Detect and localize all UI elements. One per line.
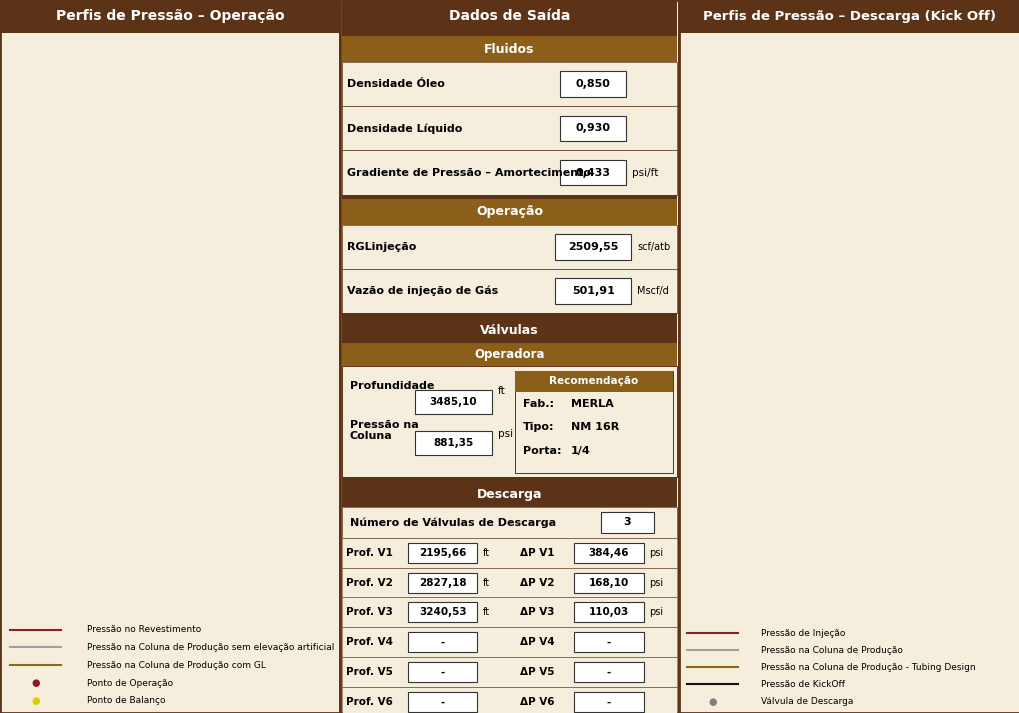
Text: -: - bbox=[606, 667, 610, 677]
Text: psi: psi bbox=[497, 429, 513, 438]
Text: Fluidos: Fluidos bbox=[484, 43, 534, 56]
Text: 3485,10: 3485,10 bbox=[429, 397, 477, 407]
Text: RGLinjeção: RGLinjeção bbox=[346, 242, 416, 252]
Text: ΔP V6: ΔP V6 bbox=[520, 697, 554, 707]
Text: Densidade Óleo: Densidade Óleo bbox=[346, 79, 444, 89]
Text: 384,46: 384,46 bbox=[588, 548, 629, 558]
Text: 501,91: 501,91 bbox=[571, 286, 614, 296]
Text: Gradiente de Pressão – Amortecimento: Gradiente de Pressão – Amortecimento bbox=[346, 168, 590, 178]
Text: Pressão na Coluna de Produção: Pressão na Coluna de Produção bbox=[760, 646, 902, 655]
Text: Recomendação: Recomendação bbox=[549, 376, 638, 386]
Text: 3240,53: 3240,53 bbox=[419, 607, 466, 617]
Text: psi: psi bbox=[648, 607, 662, 617]
Text: Operação: Operação bbox=[476, 205, 542, 218]
Text: ft: ft bbox=[482, 578, 489, 588]
Text: Prof. V4: Prof. V4 bbox=[345, 637, 392, 647]
Text: 0,930: 0,930 bbox=[575, 123, 610, 133]
Text: 0,433: 0,433 bbox=[575, 168, 610, 178]
Text: ΔP V5: ΔP V5 bbox=[520, 667, 554, 677]
Text: Fab.:: Fab.: bbox=[523, 399, 553, 409]
Text: Perfis de Pressão – Descarga (Kick Off): Perfis de Pressão – Descarga (Kick Off) bbox=[702, 10, 996, 23]
X-axis label: Pressão (psi): Pressão (psi) bbox=[145, 4, 212, 14]
Text: ●: ● bbox=[32, 696, 40, 706]
Text: Válvulas: Válvulas bbox=[480, 324, 538, 337]
Text: 2827,18: 2827,18 bbox=[419, 578, 466, 588]
Text: -: - bbox=[440, 667, 444, 677]
Text: -: - bbox=[440, 637, 444, 647]
Text: Número de Válvulas de Descarga: Número de Válvulas de Descarga bbox=[350, 517, 555, 528]
Y-axis label: Profundidade (ft): Profundidade (ft) bbox=[665, 282, 676, 371]
Text: Vazão de injeção de Gás: Vazão de injeção de Gás bbox=[346, 286, 497, 296]
Text: 3: 3 bbox=[623, 517, 631, 528]
Text: NM 16R: NM 16R bbox=[571, 422, 619, 433]
Text: ●: ● bbox=[708, 697, 716, 707]
Text: psi: psi bbox=[648, 578, 662, 588]
Text: Pressão na Coluna de Produção - Tubing Design: Pressão na Coluna de Produção - Tubing D… bbox=[760, 663, 974, 672]
Text: Ponto de Balanço: Ponto de Balanço bbox=[87, 697, 165, 705]
Text: 881,35: 881,35 bbox=[433, 438, 473, 448]
Text: Prof. V1: Prof. V1 bbox=[345, 548, 392, 558]
Text: ΔP V3: ΔP V3 bbox=[520, 607, 554, 617]
Text: 110,03: 110,03 bbox=[588, 607, 629, 617]
Text: 168,10: 168,10 bbox=[588, 578, 629, 588]
Text: Pressão de Injeção: Pressão de Injeção bbox=[760, 629, 845, 637]
Text: ●: ● bbox=[32, 678, 40, 688]
Text: ft: ft bbox=[482, 548, 489, 558]
Text: Descarga: Descarga bbox=[476, 488, 542, 501]
Text: Densidade Líquido: Densidade Líquido bbox=[346, 123, 462, 133]
Text: -: - bbox=[606, 637, 610, 647]
Text: Pressão na Coluna de Produção sem elevação artificial: Pressão na Coluna de Produção sem elevaç… bbox=[87, 643, 334, 652]
Text: Dados de Saída: Dados de Saída bbox=[448, 9, 570, 24]
Text: Prof. V2: Prof. V2 bbox=[345, 578, 392, 588]
Text: -: - bbox=[606, 697, 610, 707]
Text: Pressão no Revestimento: Pressão no Revestimento bbox=[87, 625, 201, 634]
Text: Válvula de Descarga: Válvula de Descarga bbox=[760, 697, 853, 706]
Text: psi: psi bbox=[648, 548, 662, 558]
X-axis label: Pressão (psi): Pressão (psi) bbox=[830, 4, 898, 14]
Text: Pressão na Coluna de Produção com GL: Pressão na Coluna de Produção com GL bbox=[87, 661, 265, 670]
Text: Pressão na
Coluna: Pressão na Coluna bbox=[350, 420, 418, 441]
Text: Mscf/d: Mscf/d bbox=[637, 286, 668, 296]
Text: 1/4: 1/4 bbox=[571, 446, 590, 456]
Text: Prof. V6: Prof. V6 bbox=[345, 697, 392, 707]
Text: 0,850: 0,850 bbox=[575, 79, 610, 89]
Text: Pressão de KickOff: Pressão de KickOff bbox=[760, 680, 844, 689]
Text: Ponto de Operação: Ponto de Operação bbox=[87, 679, 172, 687]
Text: Tipo:: Tipo: bbox=[523, 422, 553, 433]
Text: Porta:: Porta: bbox=[523, 446, 560, 456]
Text: Perfis de Pressão – Operação: Perfis de Pressão – Operação bbox=[55, 9, 284, 24]
Text: Operadora: Operadora bbox=[474, 348, 544, 361]
Text: Prof. V5: Prof. V5 bbox=[345, 667, 392, 677]
Text: psi/ft: psi/ft bbox=[632, 168, 658, 178]
Text: ΔP V4: ΔP V4 bbox=[520, 637, 554, 647]
Text: Prof. V3: Prof. V3 bbox=[345, 607, 392, 617]
Text: ft: ft bbox=[482, 607, 489, 617]
Text: ft: ft bbox=[497, 386, 505, 396]
Text: 2509,55: 2509,55 bbox=[568, 242, 618, 252]
Text: scf/atb: scf/atb bbox=[637, 242, 671, 252]
Text: ΔP V1: ΔP V1 bbox=[520, 548, 554, 558]
Text: Profundidade: Profundidade bbox=[350, 381, 434, 391]
Text: MERLA: MERLA bbox=[571, 399, 612, 409]
Text: ΔP V2: ΔP V2 bbox=[520, 578, 554, 588]
Text: -: - bbox=[440, 697, 444, 707]
Text: 2195,66: 2195,66 bbox=[419, 548, 466, 558]
